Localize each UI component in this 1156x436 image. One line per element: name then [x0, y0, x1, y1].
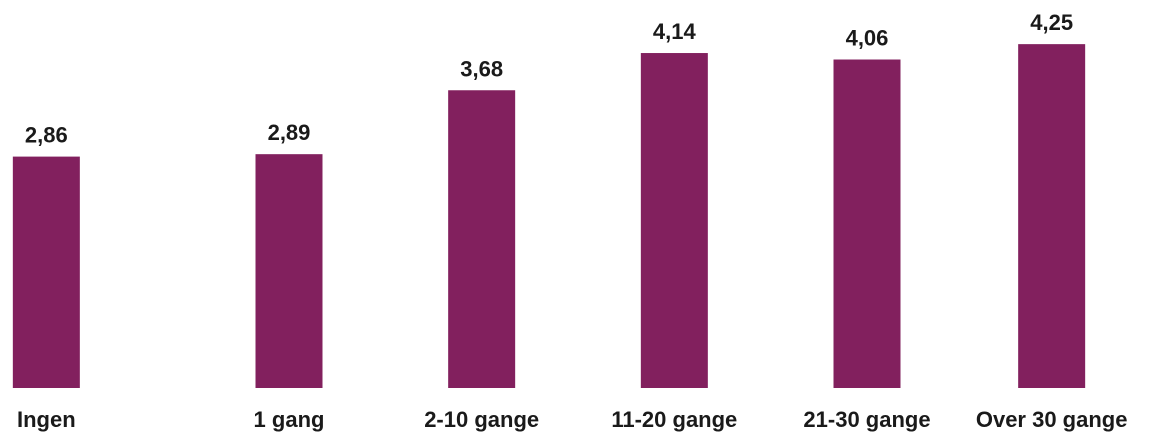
value-label-5: 4,25	[1030, 10, 1073, 35]
category-label-4: 21-30 gange	[803, 407, 930, 432]
category-label-1: 1 gang	[254, 407, 325, 432]
value-label-4: 4,06	[846, 26, 889, 51]
bar-3	[640, 53, 708, 388]
value-label-2: 3,68	[460, 56, 503, 81]
bar-1	[255, 154, 323, 388]
category-label-0: Ingen	[17, 407, 76, 432]
category-label-3: 11-20 gange	[611, 407, 737, 432]
category-label-2: 2-10 gange	[424, 407, 539, 432]
value-label-1: 2,89	[268, 120, 311, 145]
value-label-0: 2,86	[25, 123, 68, 148]
category-label-5: Over 30 gange	[976, 407, 1128, 432]
value-label-3: 4,14	[653, 19, 697, 44]
bar-0	[12, 156, 80, 388]
bar-2	[448, 90, 516, 388]
bar-5	[1018, 44, 1086, 389]
bar-4	[833, 59, 901, 388]
